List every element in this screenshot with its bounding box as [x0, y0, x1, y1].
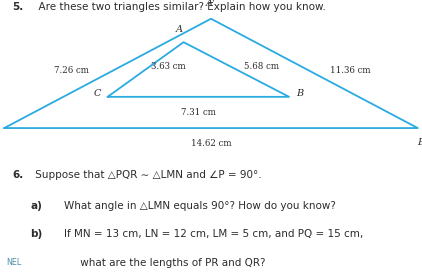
- Text: What angle in △LMN equals 90°? How do you know?: What angle in △LMN equals 90°? How do yo…: [51, 201, 336, 211]
- Text: what are the lengths of PR and QR?: what are the lengths of PR and QR?: [51, 258, 266, 267]
- Text: B: B: [296, 89, 303, 98]
- Text: B': B': [417, 138, 422, 147]
- Text: A: A: [176, 25, 183, 34]
- Text: 5.68 cm: 5.68 cm: [244, 62, 279, 71]
- Text: Suppose that △PQR ∼ △LMN and ∠P = 90°.: Suppose that △PQR ∼ △LMN and ∠P = 90°.: [32, 170, 262, 180]
- Text: C: C: [93, 89, 101, 98]
- Text: If MN = 13 cm, LN = 12 cm, LM = 5 cm, and PQ = 15 cm,: If MN = 13 cm, LN = 12 cm, LM = 5 cm, an…: [51, 229, 364, 239]
- Text: 14.62 cm: 14.62 cm: [191, 139, 231, 148]
- Text: NEL: NEL: [6, 258, 22, 267]
- Text: 7.26 cm: 7.26 cm: [54, 66, 89, 75]
- Text: 5.: 5.: [13, 2, 24, 12]
- Text: 3.63 cm: 3.63 cm: [151, 62, 186, 71]
- Text: a): a): [30, 201, 42, 211]
- Text: 6.: 6.: [13, 170, 24, 180]
- Text: b): b): [30, 229, 43, 239]
- Text: Are these two triangles similar? Explain how you know.: Are these two triangles similar? Explain…: [32, 2, 325, 12]
- Text: 7.31 cm: 7.31 cm: [181, 108, 216, 117]
- Text: 11.36 cm: 11.36 cm: [330, 66, 371, 75]
- Text: C': C': [0, 138, 1, 147]
- Text: A': A': [206, 0, 216, 8]
